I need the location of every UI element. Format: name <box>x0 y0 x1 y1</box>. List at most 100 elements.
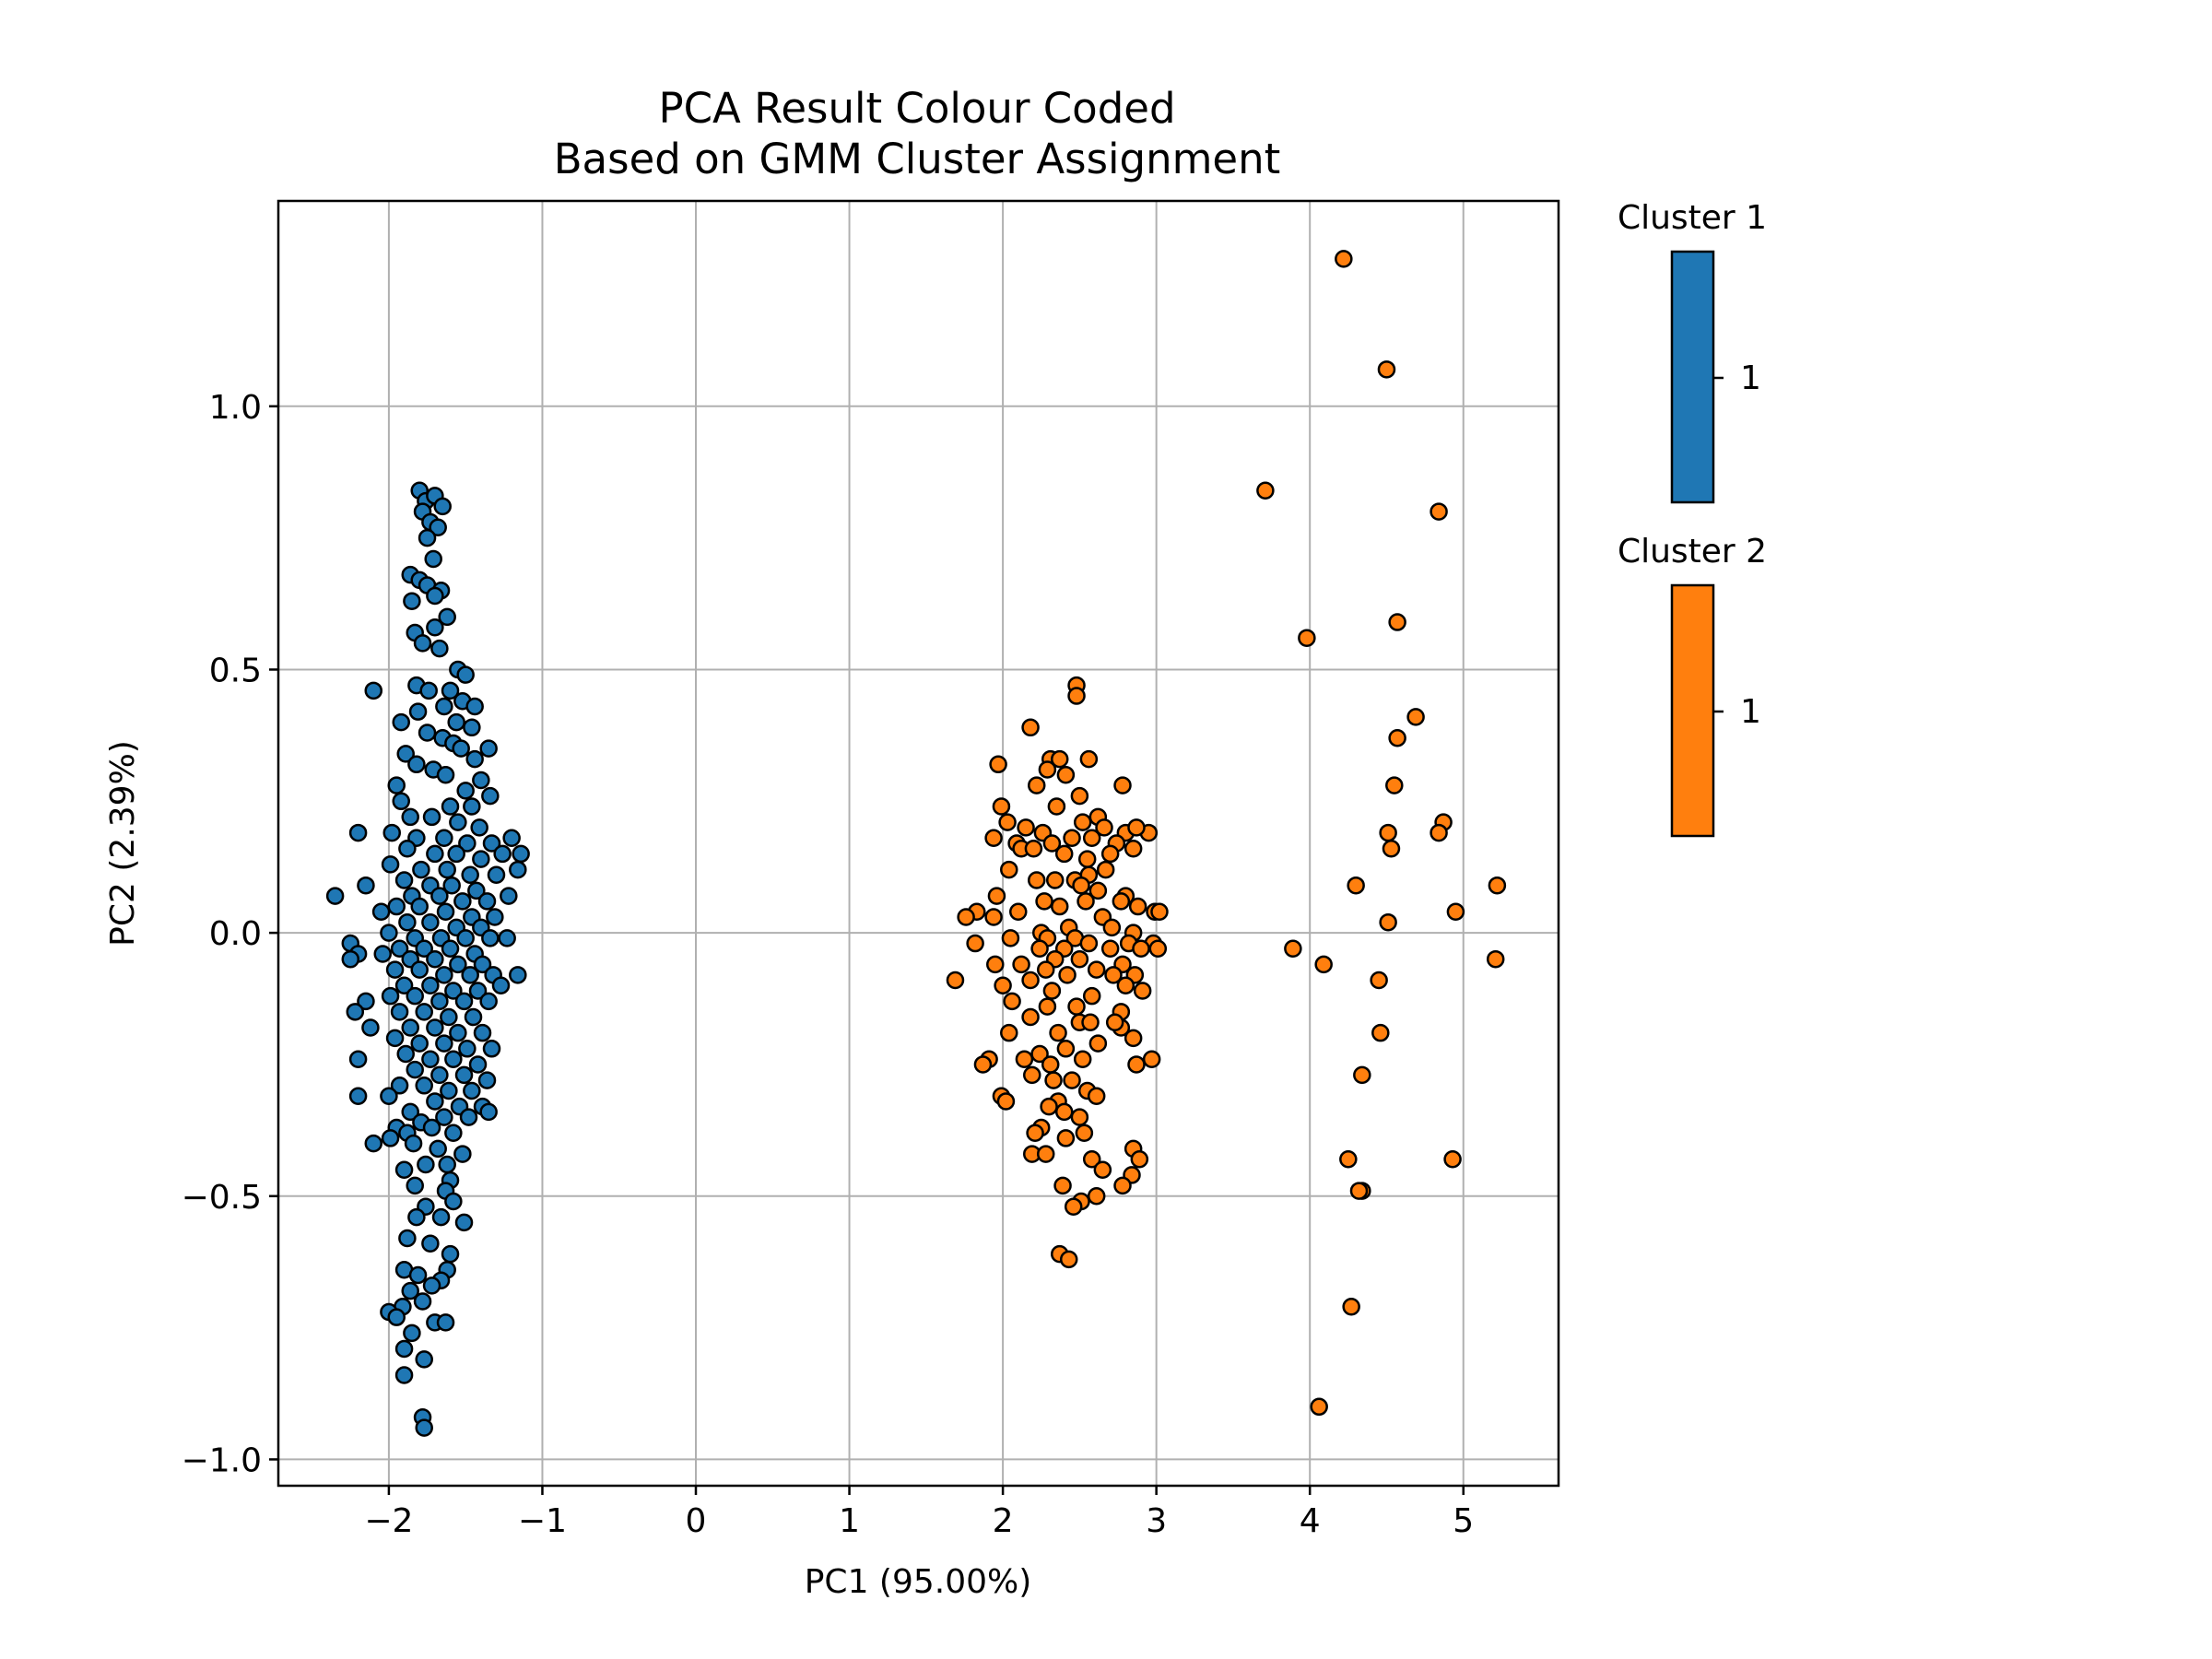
data-point <box>1056 1129 1076 1147</box>
data-point <box>461 966 479 984</box>
data-point <box>1070 1108 1089 1126</box>
data-point <box>1095 818 1113 837</box>
data-point <box>984 829 1003 848</box>
colorbar-2-title: Cluster 2 <box>1618 533 1767 571</box>
data-point <box>418 724 437 742</box>
data-point <box>440 1081 458 1100</box>
data-point <box>1054 844 1074 864</box>
data-point <box>1310 1397 1328 1417</box>
data-point <box>426 586 444 606</box>
data-point <box>447 712 465 732</box>
data-point <box>973 1055 993 1074</box>
data-point <box>435 966 453 984</box>
data-point <box>1075 1124 1094 1142</box>
data-point <box>1100 939 1120 959</box>
data-point <box>394 1160 414 1179</box>
data-point <box>459 1108 478 1126</box>
data-point <box>1113 776 1132 794</box>
data-point <box>1124 1029 1143 1048</box>
data-point <box>401 807 419 827</box>
data-point <box>1104 966 1123 984</box>
data-point <box>1063 829 1081 848</box>
data-point <box>1073 813 1092 831</box>
data-point <box>946 971 965 990</box>
data-point <box>461 865 479 885</box>
data-point <box>1142 1050 1161 1068</box>
data-point <box>966 934 984 953</box>
data-point <box>371 902 391 922</box>
data-point <box>473 955 492 974</box>
data-point <box>357 992 375 1011</box>
data-point <box>449 955 467 974</box>
data-point <box>438 607 456 627</box>
data-point <box>465 749 484 769</box>
data-point <box>486 908 504 926</box>
data-point <box>408 1265 428 1285</box>
data-point <box>1335 250 1353 268</box>
data-point <box>479 992 498 1011</box>
data-point <box>438 860 456 879</box>
data-point <box>1087 1087 1106 1105</box>
data-point <box>1087 1187 1106 1206</box>
data-point <box>387 897 406 916</box>
data-point <box>422 1118 441 1137</box>
data-point <box>1370 971 1388 990</box>
data-point <box>408 702 428 721</box>
data-point <box>482 834 501 853</box>
data-point <box>447 844 465 864</box>
data-point <box>410 897 429 916</box>
data-point <box>1127 1055 1146 1074</box>
data-point <box>456 782 475 800</box>
data-point <box>481 786 500 806</box>
data-point <box>456 929 475 947</box>
chart-title-line1: PCA Result Colour Coded <box>658 84 1175 133</box>
data-point <box>381 986 400 1006</box>
x-axis-ticks: −2 −1 0 1 2 3 4 5 <box>364 1486 1474 1540</box>
x-axis-label: PC1 (95.00%) <box>805 1563 1032 1601</box>
data-point <box>454 1065 474 1085</box>
data-point <box>1044 1071 1063 1089</box>
data-point <box>380 1087 398 1105</box>
data-point <box>436 902 455 922</box>
data-point <box>394 976 414 995</box>
grid <box>278 201 1559 1486</box>
data-point <box>1070 786 1089 806</box>
x-tick-label: 2 <box>993 1502 1014 1540</box>
data-point <box>479 739 498 758</box>
data-point <box>994 976 1012 995</box>
data-point <box>1339 1150 1358 1169</box>
data-point <box>417 1155 435 1174</box>
data-point <box>435 697 453 716</box>
data-point <box>387 1308 406 1326</box>
colorbar-2-tick-label: 1 <box>1740 693 1761 731</box>
data-point <box>1486 949 1505 969</box>
data-point <box>1430 502 1448 521</box>
data-point <box>1067 687 1086 705</box>
data-point <box>1036 1145 1055 1163</box>
data-point <box>398 912 417 932</box>
data-point <box>435 829 453 848</box>
data-point <box>1382 839 1401 858</box>
data-point <box>381 1129 400 1147</box>
data-point <box>1093 1160 1112 1179</box>
data-point <box>1388 728 1406 747</box>
data-point <box>468 982 488 1000</box>
data-point <box>1298 629 1316 647</box>
data-point <box>1045 871 1065 889</box>
data-point <box>1082 986 1101 1006</box>
data-point <box>426 1018 444 1037</box>
data-point <box>502 829 521 848</box>
data-point <box>1379 823 1397 842</box>
data-point <box>392 792 410 811</box>
data-point <box>1377 360 1396 379</box>
data-point <box>1050 897 1069 916</box>
data-point <box>1430 823 1448 842</box>
data-point <box>1353 1065 1371 1085</box>
data-point <box>430 1065 449 1085</box>
data-point <box>1087 960 1106 979</box>
data-point <box>412 860 430 879</box>
colorbar-cluster-1: Cluster 1 1 <box>1618 199 1767 504</box>
data-point <box>406 1176 424 1195</box>
data-point <box>398 839 417 858</box>
